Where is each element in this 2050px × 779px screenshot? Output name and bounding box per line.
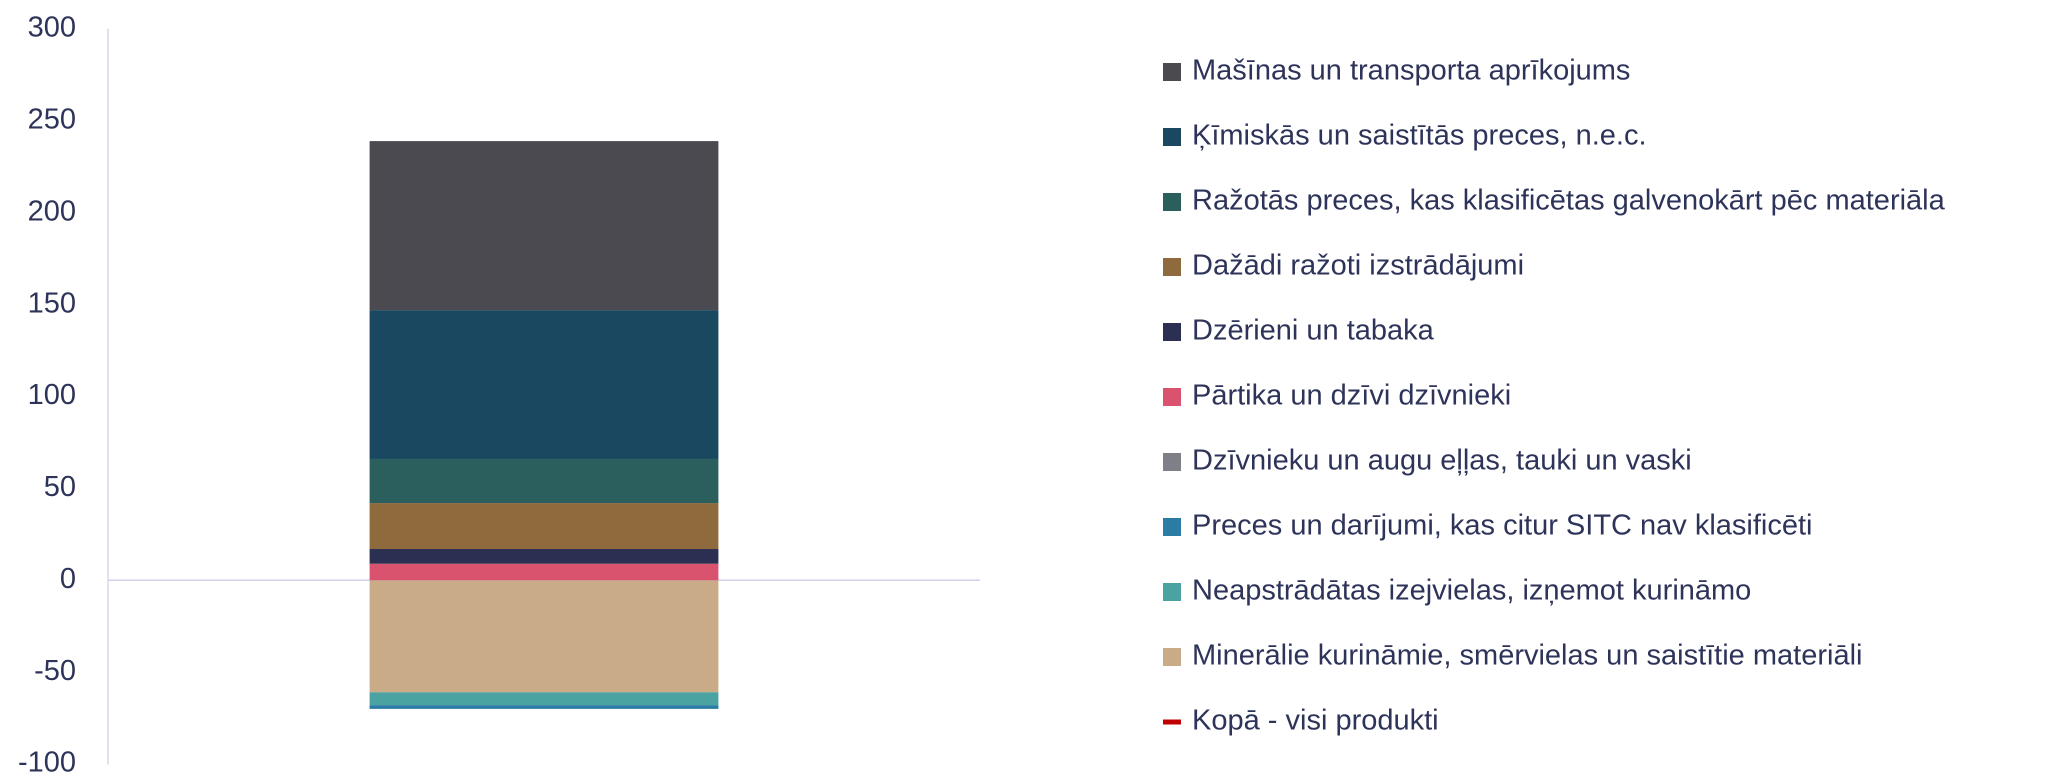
bar-segment: [369, 503, 719, 550]
legend-label: Minerālie kurināmie, smērvielas un saist…: [1192, 640, 1862, 672]
legend-marker: [1163, 518, 1181, 536]
legend-marker: [1163, 128, 1181, 146]
bar-segment: [369, 563, 719, 581]
y-tick-label: 250: [28, 104, 76, 136]
legend-marker: [1163, 323, 1181, 341]
y-tick-label: -50: [34, 655, 76, 687]
legend-label: Preces un darījumi, kas citur SITC nav k…: [1192, 510, 1812, 542]
y-tick-label: -100: [18, 747, 76, 779]
legend-marker: [1163, 63, 1181, 81]
legend-label: Pārtika un dzīvi dzīvnieki: [1192, 380, 1511, 412]
legend-label: Kopā - visi produkti: [1192, 705, 1439, 737]
legend-label: Dažādi ražoti izstrādājumi: [1192, 250, 1524, 282]
legend-label: Neapstrādātas izejvielas, izņemot kurinā…: [1192, 575, 1751, 607]
bar-segment: [369, 310, 719, 459]
bar-segment: [369, 141, 719, 311]
y-tick-label: 200: [28, 195, 76, 227]
legend-label: Dzīvnieku un augu eļļas, tauki un vaski: [1192, 445, 1692, 477]
legend-label: Dzērieni un tabaka: [1192, 315, 1435, 347]
legend-marker: [1163, 583, 1181, 601]
legend-label: Ķīmiskās un saistītās preces, n.e.c.: [1192, 120, 1647, 152]
bar-segment: [369, 580, 719, 693]
y-tick-label: 50: [44, 471, 76, 503]
y-tick-label: 100: [28, 379, 76, 411]
legend-marker: [1163, 258, 1181, 276]
y-tick-label: 300: [28, 12, 76, 44]
legend-label: Ražotās preces, kas klasificētas galveno…: [1192, 185, 1946, 217]
legend-marker: [1163, 453, 1181, 471]
legend-marker: [1163, 648, 1181, 666]
bar-segment: [369, 549, 719, 564]
bar-segment: [369, 692, 719, 706]
y-tick-label: 150: [28, 287, 76, 319]
bar-segment: [369, 705, 719, 709]
legend-marker: [1163, 719, 1181, 725]
y-tick-label: 0: [60, 563, 76, 595]
legend-label: Mašīnas un transporta aprīkojums: [1192, 55, 1630, 87]
bar-segment: [369, 458, 719, 504]
legend-marker: [1163, 388, 1181, 406]
legend-marker: [1163, 193, 1181, 211]
